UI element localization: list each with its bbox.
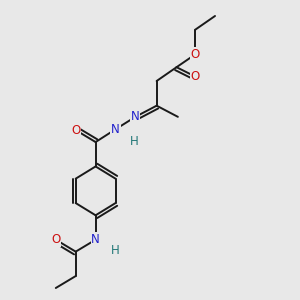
Text: N: N xyxy=(111,123,120,136)
Text: O: O xyxy=(190,70,200,83)
Text: O: O xyxy=(71,124,80,136)
Text: H: H xyxy=(130,135,139,148)
Text: H: H xyxy=(111,244,120,257)
Text: O: O xyxy=(190,48,200,61)
Text: O: O xyxy=(51,233,60,246)
Text: N: N xyxy=(91,233,100,246)
Text: N: N xyxy=(131,110,140,123)
